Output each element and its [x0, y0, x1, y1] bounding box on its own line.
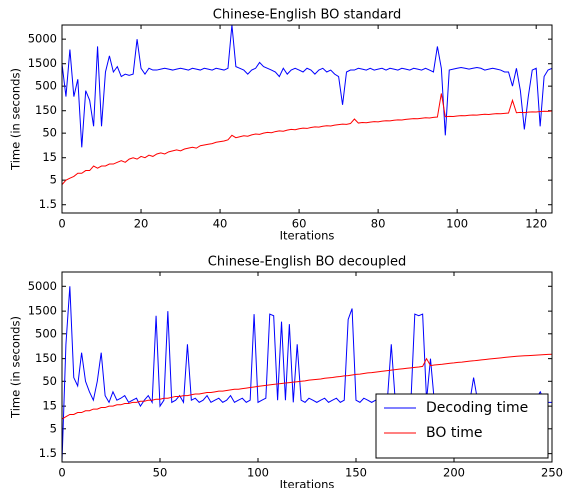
legend-label: Decoding time: [426, 400, 528, 416]
x-tick-label: 0: [58, 466, 65, 480]
y-tick-label: 5000: [28, 32, 57, 46]
x-tick-label: 200: [443, 466, 465, 480]
x-tick-label: 50: [153, 466, 168, 480]
y-tick-label: 1.5: [39, 446, 57, 460]
x-tick-label: 120: [525, 217, 547, 231]
y-axis-label: Time (in seconds): [9, 68, 23, 171]
x-tick-label: 40: [213, 217, 228, 231]
x-axis-label: Iterations: [280, 478, 335, 488]
y-tick-label: 500: [35, 79, 57, 93]
legend-label: BO time: [426, 425, 482, 441]
y-tick-label: 5: [50, 173, 57, 187]
x-tick-label: 80: [371, 217, 386, 231]
legend-box: [375, 393, 549, 459]
y-axis-label: Time (in seconds): [9, 316, 23, 419]
y-tick-label: 1500: [28, 56, 57, 70]
y-tick-label: 15: [42, 399, 57, 413]
y-tick-label: 1.5: [39, 197, 57, 211]
x-tick-label: 100: [446, 217, 468, 231]
y-tick-label: 50: [42, 126, 57, 140]
y-tick-label: 500: [35, 326, 57, 340]
axes-frame: [61, 271, 553, 463]
x-axis-label: Iterations: [280, 229, 335, 243]
y-tick-label: 150: [35, 103, 57, 117]
x-tick-label: 100: [247, 466, 269, 480]
y-tick-label: 50: [42, 374, 57, 388]
x-tick-label: 250: [541, 466, 563, 480]
series-line: [62, 353, 552, 420]
x-tick-label: 0: [58, 217, 65, 231]
series-line: [62, 25, 552, 148]
series-line: [62, 93, 552, 186]
x-tick-label: 20: [134, 217, 149, 231]
plot-area: [62, 25, 552, 186]
y-tick-label: 150: [35, 351, 57, 365]
y-tick-label: 5: [50, 421, 57, 435]
y-tick-label: 1500: [28, 304, 57, 318]
x-tick-label: 60: [292, 217, 307, 231]
x-tick-label: 150: [345, 466, 367, 480]
chart-title: Chinese-English BO decoupled: [208, 255, 406, 270]
y-tick-label: 5000: [28, 279, 57, 293]
y-tick-label: 15: [42, 150, 57, 164]
chart-title: Chinese-English BO standard: [213, 8, 401, 23]
axes-frame: [61, 24, 553, 214]
